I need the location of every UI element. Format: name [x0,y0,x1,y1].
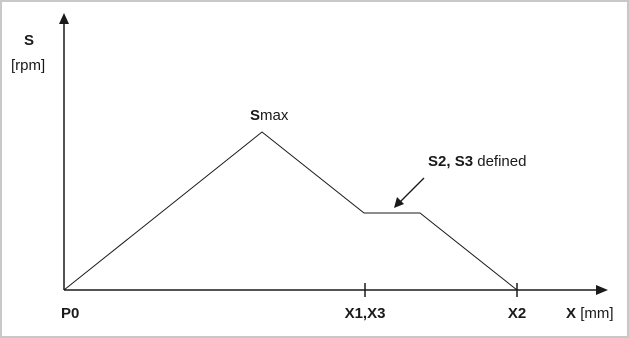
x-axis-label: X [mm] [566,305,614,322]
peak-label-symbol: S [250,107,260,124]
annotation-separator: , [446,153,454,170]
tick-label-x2: X2 [508,305,526,322]
annotation-s2: S2 [428,153,446,170]
y-axis-arrowhead [59,13,69,24]
origin-label: P0 [61,305,79,322]
y-axis-symbol: S [24,32,34,49]
peak-label-suffix: max [260,107,289,124]
annotation-label: S2, S3 defined [428,153,526,170]
speed-profile-line [63,131,518,291]
x-axis-symbol: X [566,305,576,322]
peak-label: Smax [250,107,289,124]
annotation-rest: defined [473,153,526,170]
annotation-s3: S3 [455,153,473,170]
annotation-arrowhead [394,197,404,208]
y-axis-unit: [rpm] [11,57,45,74]
tick-label-x1-x3: X1,X3 [345,305,386,322]
x-axis-arrowhead [596,285,608,295]
annotation-arrow [397,177,425,205]
x-axis-unit: [mm] [580,305,613,322]
